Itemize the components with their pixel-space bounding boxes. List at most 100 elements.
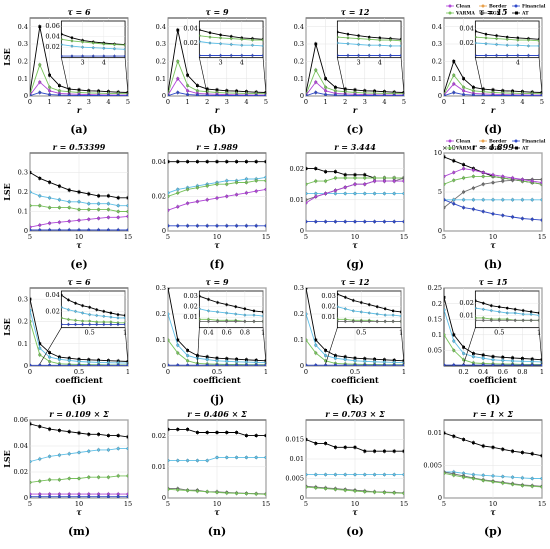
data-point — [314, 179, 318, 183]
y-tick-label: 0.005 — [285, 475, 304, 483]
data-point — [215, 490, 219, 494]
data-point — [344, 307, 347, 311]
data-point — [240, 38, 244, 41]
y-tick-label: 0 — [438, 227, 442, 235]
data-point — [391, 309, 395, 313]
data-point — [176, 191, 180, 195]
data-point — [225, 93, 229, 96]
data-point — [537, 39, 540, 42]
series-group — [306, 288, 404, 366]
data-point — [168, 312, 170, 316]
data-point — [216, 301, 219, 304]
data-point — [106, 94, 110, 96]
data-point — [176, 224, 180, 228]
data-point — [506, 38, 509, 41]
data-point — [462, 190, 466, 194]
y-tick-label: 0.1 — [18, 208, 28, 216]
data-point — [116, 196, 120, 200]
data-point — [48, 495, 52, 498]
y-tick-label: 0.1 — [18, 75, 28, 83]
data-point — [472, 85, 475, 89]
x-tick-label: 2 — [481, 98, 485, 106]
x-tick-label: 1 — [462, 98, 466, 106]
zoom-connector — [124, 327, 129, 365]
data-point — [484, 33, 488, 36]
panel-title: τ = 15 — [479, 277, 508, 287]
data-point — [506, 319, 509, 322]
data-point — [225, 160, 229, 164]
data-point — [123, 48, 126, 51]
data-point — [245, 358, 248, 362]
data-point — [215, 196, 219, 200]
data-point — [81, 323, 84, 326]
data-point — [491, 474, 495, 478]
data-point — [30, 480, 32, 484]
data-point — [462, 352, 466, 356]
data-point — [207, 298, 210, 301]
data-point — [215, 356, 219, 360]
data-point — [48, 427, 51, 431]
data-point — [389, 54, 392, 57]
data-point — [520, 217, 524, 221]
data-point — [324, 93, 328, 96]
data-point — [452, 473, 456, 477]
y-tick-label: 0.3 — [432, 40, 442, 48]
data-point — [353, 93, 357, 96]
data-point — [123, 323, 126, 326]
data-point — [452, 59, 456, 63]
inset-y-tick-label: 0.01 — [183, 313, 197, 321]
data-point — [208, 31, 212, 34]
data-point — [540, 454, 542, 458]
data-point — [186, 160, 189, 164]
inset-y-tick-label: 0.02 — [183, 39, 197, 47]
data-point — [116, 210, 120, 214]
data-point — [225, 357, 229, 361]
data-point — [95, 314, 98, 317]
data-point — [506, 307, 509, 310]
data-point — [186, 427, 189, 431]
y-tick-label: 0.01 — [290, 455, 304, 463]
data-point — [254, 94, 258, 96]
data-point — [109, 311, 113, 315]
data-point — [116, 474, 120, 478]
panel-title: r = 1 × Σ — [473, 409, 513, 419]
data-point — [87, 93, 91, 96]
data-point — [324, 442, 327, 445]
x-tick-label: 10 — [75, 500, 83, 508]
data-point — [244, 363, 248, 366]
data-point — [392, 363, 396, 366]
data-point — [472, 441, 475, 445]
data-point — [168, 427, 170, 431]
panel-a: τ = 6 0 1 2 3 4 5 0 0.1 0.2 0.3 0.4 r LSE (a) 3 4 0.02 0.0… — [2, 7, 130, 136]
data-point — [306, 94, 308, 96]
x-tick-label: 0 — [304, 368, 308, 376]
data-point — [48, 180, 51, 184]
data-point — [353, 182, 357, 186]
data-point — [67, 206, 71, 210]
series-line-series7 — [199, 308, 264, 317]
data-point — [168, 288, 170, 290]
data-point — [357, 43, 360, 46]
data-point — [168, 363, 170, 366]
data-point — [333, 220, 337, 224]
data-point — [205, 431, 209, 434]
data-point — [337, 305, 339, 308]
y-axis-label: LSE — [2, 450, 12, 468]
data-point — [337, 35, 339, 39]
data-point — [314, 195, 318, 199]
data-point — [205, 490, 209, 494]
data-point — [126, 228, 128, 231]
panel-title: τ = 6 — [67, 277, 91, 287]
data-point — [216, 320, 219, 323]
data-point — [324, 179, 328, 183]
data-point — [30, 363, 32, 366]
data-point — [116, 323, 120, 326]
data-point — [225, 303, 228, 306]
inset-x-tick-label: 0.5 — [356, 329, 366, 337]
data-point — [444, 174, 446, 178]
data-point — [77, 495, 81, 498]
data-point — [107, 194, 110, 198]
zoom-connector — [262, 57, 267, 95]
x-tick-label: 5 — [442, 233, 446, 241]
